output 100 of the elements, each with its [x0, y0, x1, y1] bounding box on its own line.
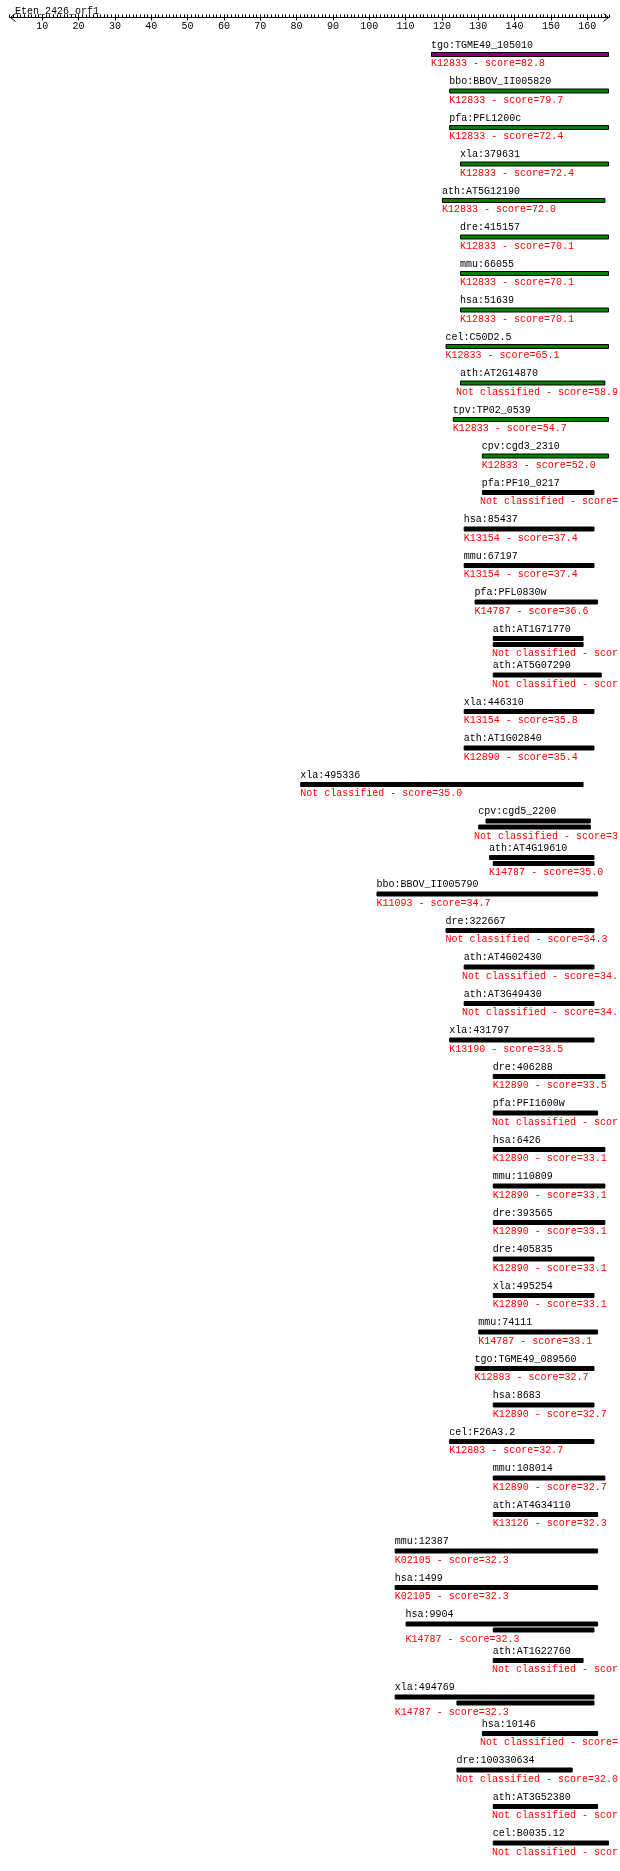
- y-tick-label: hsa:8683: [492, 1390, 541, 1401]
- bar: [300, 782, 584, 787]
- bar: [474, 599, 599, 605]
- x-tick-label: 90: [326, 20, 339, 32]
- annotation: K13154 - score=37.4: [463, 532, 578, 544]
- y-tick-label: ath:AT5G07290: [492, 660, 571, 671]
- y-tick-label: dre:100330634: [456, 1755, 535, 1766]
- bar: [449, 88, 609, 94]
- y-tick-label: cel:C50D2.5: [445, 331, 512, 343]
- y-tick-label: cpv:cgd5_2200: [478, 806, 557, 817]
- y-tick-label: xla:495336: [300, 769, 361, 781]
- annotation: K12833 - score=70.1: [460, 240, 575, 252]
- y-tick-label: mmu:74111: [478, 1317, 533, 1328]
- bar: [492, 1183, 606, 1189]
- annotation: K12833 - score=79.7: [449, 94, 564, 106]
- annotation: K12833 - score=70.1: [460, 277, 575, 288]
- annotation: K14787 - score=36.6: [474, 605, 589, 617]
- annotation: K12890 - score=33.1: [492, 1262, 607, 1274]
- annotation: K12890 - score=33.1: [492, 1189, 607, 1201]
- bar: [492, 1147, 606, 1152]
- y-tick-label: pfa:PFI1600w: [492, 1098, 565, 1109]
- annotation: Not classified - score=32.0: [455, 1773, 618, 1785]
- annotation: K11093 - score=34.7: [376, 897, 491, 909]
- y-tick-label: cel:F26A3.2: [449, 1426, 516, 1438]
- y-tick-label: mmu:108014: [492, 1463, 553, 1474]
- bar: [394, 1548, 599, 1554]
- bar: [474, 1366, 595, 1371]
- bar: [492, 1402, 595, 1408]
- bar: [449, 1439, 595, 1444]
- y-tick-label: pfa:PFL1200c: [449, 112, 522, 124]
- y-tick-label: ath:AT4G02430: [463, 952, 542, 963]
- y-tick-label: dre:415157: [460, 222, 521, 233]
- y-tick-label: mmu:12387: [394, 1536, 449, 1547]
- annotation: K02105 - score=32.3: [394, 1554, 509, 1566]
- y-tick-label: xla:446310: [463, 696, 524, 708]
- annotation: K13154 - score=35.8: [463, 715, 578, 726]
- bar: [492, 1658, 584, 1663]
- y-tick-label: mmu:110809: [492, 1171, 553, 1182]
- bar: [460, 307, 609, 313]
- bar: [445, 344, 609, 349]
- annotation: K12833 - score=52.0: [481, 459, 596, 471]
- y-tick-label: mmu:67197: [463, 550, 518, 562]
- annotation: Not classified - score=34.3: [445, 934, 608, 945]
- annotation: K14787 - score=33.1: [478, 1335, 593, 1347]
- y-tick-label: ath:AT1G02840: [463, 733, 542, 744]
- annotation: K14787 - score=32.3: [405, 1633, 520, 1645]
- y-tick-label: ath:AT3G49430: [463, 988, 542, 1000]
- y-tick-label: tgo:TGME49_089560: [474, 1353, 577, 1365]
- y-tick-label: bbo:BBOV_II005820: [449, 76, 552, 87]
- y-tick-label: hsa:85437: [463, 514, 518, 525]
- annotation: K14787 - score=32.3: [394, 1706, 509, 1718]
- annotation: K12890 - score=33.1: [492, 1153, 607, 1164]
- bar: [460, 234, 609, 240]
- bar: [492, 1840, 609, 1846]
- annotation: Not classified - score=34.: [461, 970, 619, 982]
- bar: [463, 1001, 595, 1006]
- bar: [463, 709, 595, 714]
- y-tick-label: pfa:PFL0830w: [474, 587, 547, 598]
- bar: [481, 453, 609, 459]
- annotation: Not classified - scor: [491, 648, 619, 659]
- bar: [492, 1256, 595, 1262]
- annotation: Not classified - score=3: [473, 830, 619, 842]
- y-tick-label: ath:AT3G52380: [492, 1791, 571, 1803]
- y-tick-label: cpv:cgd3_2310: [481, 441, 560, 452]
- x-tick-label: 10: [36, 20, 49, 32]
- bar: [492, 1512, 599, 1517]
- bar: [481, 490, 595, 495]
- y-tick-label: xla:495254: [492, 1280, 553, 1292]
- annotation: K12890 - score=33.5: [492, 1080, 607, 1091]
- annotation: K12833 - score=54.7: [452, 423, 567, 434]
- y-tick-label: ath:AT1G22760: [492, 1645, 571, 1657]
- y-tick-label: mmu:66055: [460, 258, 515, 270]
- bar: [492, 1074, 606, 1079]
- annotation: Not classified - score=: [479, 496, 619, 507]
- annotation: K13126 - score=32.3: [492, 1518, 607, 1529]
- bar: [492, 672, 602, 678]
- y-tick-label: ath:AT1G71770: [492, 623, 571, 635]
- annotation: K12833 - score=70.1: [460, 313, 575, 325]
- x-tick-label: 30: [108, 20, 121, 32]
- x-tick-label: 120: [432, 20, 451, 32]
- x-tick-label: 40: [145, 20, 158, 32]
- bar: [478, 1329, 599, 1335]
- y-tick-label: hsa:6426: [492, 1134, 541, 1146]
- bar: [449, 125, 609, 130]
- bar: [463, 964, 595, 970]
- bar: [463, 745, 595, 751]
- bar: [492, 1293, 595, 1298]
- bar: [492, 1475, 606, 1481]
- x-tick-label: 100: [360, 20, 379, 32]
- bar: [449, 1037, 595, 1043]
- bar: [460, 271, 609, 276]
- y-tick-label: pfa:PF10_0217: [481, 477, 560, 489]
- chart-title: Eten_2426_orf1: [15, 5, 100, 17]
- annotation: Not classified - scor: [491, 1116, 619, 1128]
- annotation: K12890 - score=33.1: [492, 1226, 607, 1237]
- y-tick-label: hsa:1499: [394, 1572, 443, 1584]
- annotation: K12833 - score=65.1: [445, 350, 560, 361]
- bar: [463, 563, 595, 568]
- annotation: Not classified - scor: [491, 1664, 619, 1675]
- y-tick-label: ath:AT5G12190: [441, 185, 520, 197]
